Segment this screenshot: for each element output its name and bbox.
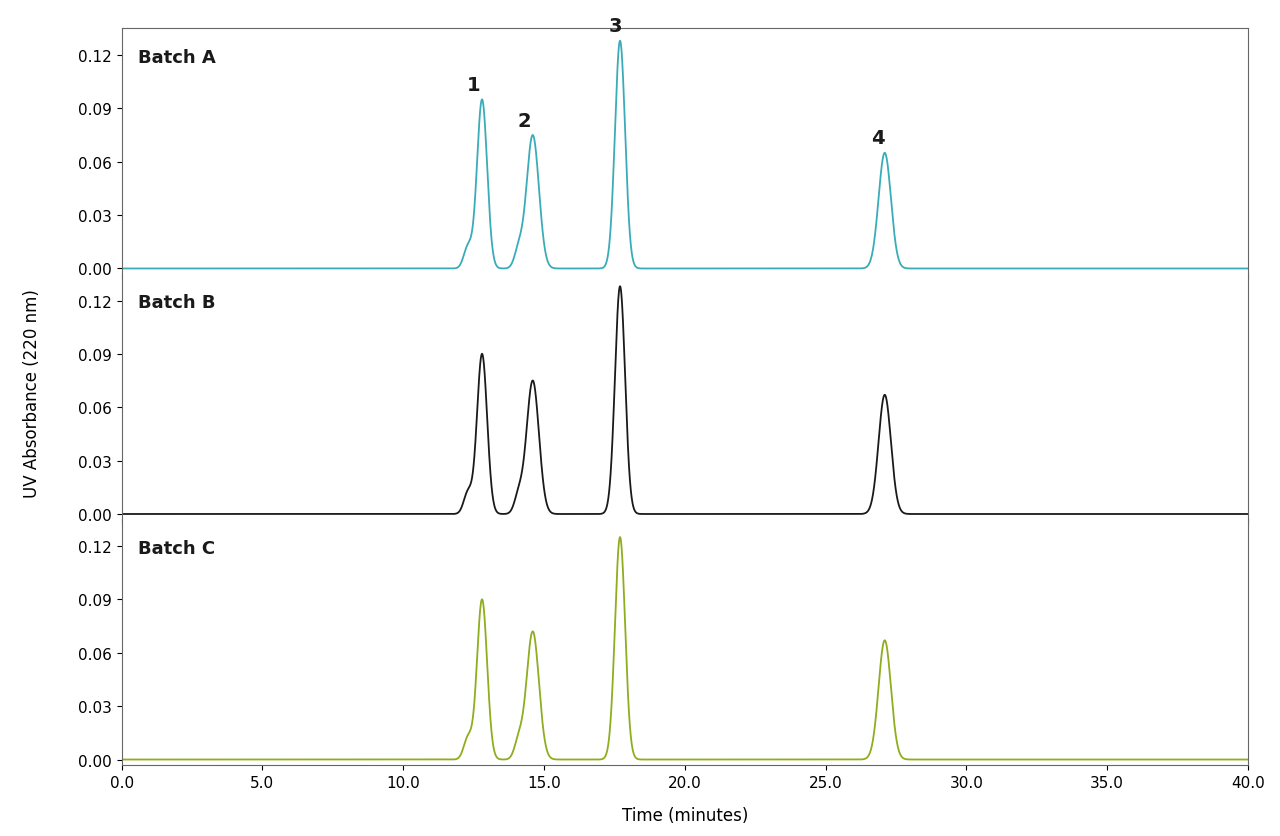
Text: Batch B: Batch B: [138, 294, 216, 312]
Text: UV Absorbance (220 nm): UV Absorbance (220 nm): [23, 288, 41, 497]
Text: 2: 2: [517, 111, 531, 130]
Text: Time (minutes): Time (minutes): [622, 806, 748, 824]
Text: 1: 1: [467, 76, 480, 95]
Text: 4: 4: [870, 130, 884, 148]
Text: 3: 3: [609, 18, 622, 37]
Text: Batch A: Batch A: [138, 48, 216, 67]
Text: Batch C: Batch C: [138, 539, 215, 558]
